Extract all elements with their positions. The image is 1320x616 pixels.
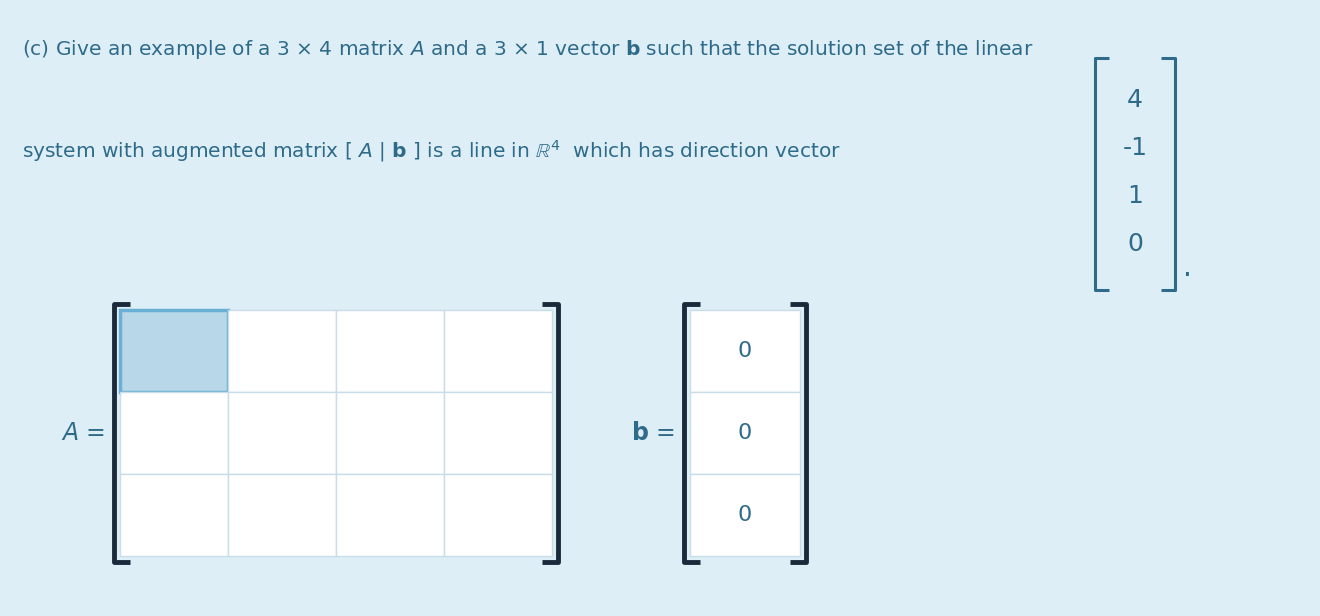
Bar: [690, 474, 800, 556]
Bar: [690, 310, 800, 392]
Bar: [120, 310, 228, 392]
Bar: [690, 392, 800, 474]
Bar: [337, 310, 444, 392]
Text: 4: 4: [1127, 88, 1143, 112]
Bar: [337, 392, 444, 474]
Bar: [228, 474, 337, 556]
Text: $\mathbf{b}$ =: $\mathbf{b}$ =: [631, 421, 675, 445]
Bar: [444, 310, 552, 392]
Bar: [228, 392, 337, 474]
Bar: [120, 392, 228, 474]
Text: (c) Give an example of a 3 $\times$ 4 matrix $A$ and a 3 $\times$ 1 vector $\mat: (c) Give an example of a 3 $\times$ 4 ma…: [22, 38, 1034, 61]
Bar: [228, 310, 337, 392]
Text: .: .: [1183, 254, 1192, 282]
Text: -1: -1: [1122, 136, 1147, 160]
Bar: [337, 474, 444, 556]
Bar: [444, 392, 552, 474]
Text: 0: 0: [738, 423, 752, 443]
Text: 0: 0: [738, 505, 752, 525]
Text: 0: 0: [738, 341, 752, 361]
Text: 0: 0: [1127, 232, 1143, 256]
Text: $A$ =: $A$ =: [61, 421, 106, 445]
Text: 1: 1: [1127, 184, 1143, 208]
Bar: [120, 474, 228, 556]
Text: system with augmented matrix [ $A$ | $\mathbf{b}$ ] is a line in $\mathbb{R}^4$ : system with augmented matrix [ $A$ | $\m…: [22, 138, 841, 164]
Bar: [444, 474, 552, 556]
